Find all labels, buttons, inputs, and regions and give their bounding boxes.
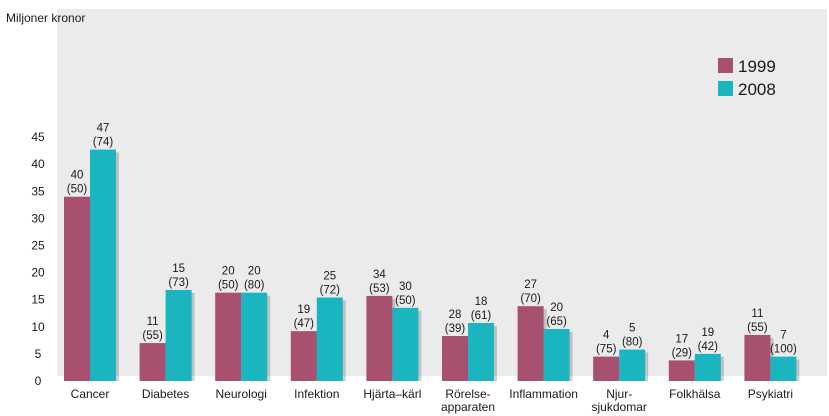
- y-tick-label: 10: [31, 320, 45, 334]
- data-label-value: 11: [751, 308, 763, 320]
- y-axis-label: Miljoner kronor: [6, 11, 85, 25]
- legend-label-1999: 1999: [738, 57, 776, 76]
- y-tick-label: 0: [35, 374, 42, 388]
- data-label-value: 25: [323, 271, 336, 283]
- data-label-paren: (55): [142, 330, 163, 342]
- data-label-paren: (50): [218, 280, 239, 292]
- data-label-value: 4: [603, 330, 610, 342]
- bar-2008: [392, 307, 419, 381]
- bars: [64, 149, 800, 381]
- data-label-paren: (39): [445, 323, 466, 335]
- data-label-paren: (53): [369, 283, 390, 295]
- data-label-value: 27: [524, 279, 537, 291]
- bar-2008: [468, 323, 494, 381]
- category-label: Cancer: [71, 387, 110, 401]
- data-label-paren: (70): [520, 293, 541, 305]
- data-label-paren: (55): [747, 322, 768, 334]
- bar-2008: [619, 349, 646, 381]
- bar-1999: [290, 331, 317, 381]
- data-label-value: 7: [780, 330, 786, 342]
- data-label-paren: (50): [67, 184, 88, 196]
- bar-2008: [770, 356, 797, 381]
- data-label-paren: (47): [294, 318, 315, 330]
- y-tick-label: 25: [31, 239, 45, 253]
- bar-1999: [593, 356, 620, 381]
- y-tick-label: 20: [31, 266, 45, 280]
- category-label: Folkhälsa: [669, 387, 721, 401]
- bar-1999: [139, 343, 166, 381]
- y-tick-label: 35: [31, 184, 45, 198]
- data-label-value: 19: [701, 327, 714, 339]
- bar-1999: [64, 196, 90, 381]
- data-label-value: 28: [449, 309, 462, 321]
- data-label-value: 5: [629, 323, 635, 335]
- category-label: Rörelse-: [445, 387, 490, 401]
- category-label: Hjärta–kärl: [363, 387, 421, 401]
- data-label-paren: (100): [770, 344, 797, 356]
- category-label: Infektion: [294, 387, 339, 401]
- legend-swatch-2008: [718, 81, 733, 96]
- bar-1999: [744, 334, 771, 381]
- data-label-paren: (73): [168, 277, 189, 289]
- bar-2008: [165, 289, 192, 381]
- data-label-value: 20: [550, 302, 563, 314]
- bar-1999: [215, 292, 242, 381]
- y-axis-ticks: 0 5 10 15 20 25 30 35 40 45: [31, 130, 45, 388]
- data-label-value: 17: [675, 333, 688, 345]
- category-label: Diabetes: [142, 387, 189, 401]
- category-label: apparaten: [441, 400, 495, 414]
- data-label-value: 18: [475, 296, 488, 308]
- data-label-paren: (29): [672, 347, 693, 359]
- category-label: Inflammation: [509, 387, 578, 401]
- bar-2008: [543, 328, 570, 381]
- data-label-paren: (61): [471, 310, 492, 322]
- bar-2008: [90, 149, 116, 381]
- bar-2008: [241, 292, 268, 381]
- data-label-value: 40: [71, 170, 84, 182]
- data-label-paren: (42): [698, 341, 719, 353]
- legend-label-2008: 2008: [738, 80, 776, 99]
- x-axis-labels: Cancer Diabetes Neurologi Infektion Hjärta–k…: [71, 387, 793, 414]
- data-label-paren: (72): [320, 285, 341, 297]
- category-label: Neurologi: [216, 387, 267, 401]
- bar-1999: [442, 336, 468, 381]
- data-label-value: 20: [248, 266, 261, 278]
- data-label-paren: (65): [546, 316, 567, 328]
- bar-1999: [668, 360, 695, 381]
- bar-2008: [694, 353, 721, 381]
- y-tick-label: 30: [31, 211, 45, 225]
- data-label-value: 34: [373, 269, 386, 281]
- category-label: sjukdomar: [592, 400, 647, 414]
- bar-1999: [517, 306, 544, 381]
- legend-swatch-1999: [718, 58, 733, 73]
- data-label-paren: (74): [93, 137, 114, 149]
- data-label-value: 11: [147, 316, 159, 328]
- data-label-value: 30: [399, 281, 412, 293]
- bar-1999: [366, 295, 393, 381]
- data-label-paren: (50): [395, 295, 416, 307]
- data-label-paren: (75): [596, 344, 617, 356]
- category-label: Njur-: [606, 387, 632, 401]
- y-tick-label: 5: [35, 347, 42, 361]
- y-tick-label: 40: [31, 157, 45, 171]
- legend: 1999 2008: [718, 57, 776, 99]
- data-label-paren: (80): [244, 280, 265, 292]
- data-label-value: 20: [222, 266, 235, 278]
- data-labels: 40 (50) 11 (55) 20 (50) 19 (47) 34 (53) 28 (39) 27 (7…: [67, 123, 797, 360]
- data-label-value: 19: [297, 304, 310, 316]
- bar-2008: [316, 297, 343, 381]
- category-label: Psykiatri: [748, 387, 793, 401]
- y-tick-label: 45: [31, 130, 45, 144]
- data-label-value: 47: [97, 123, 110, 135]
- data-label-value: 15: [172, 263, 185, 275]
- y-tick-label: 15: [31, 293, 45, 307]
- data-label-paren: (80): [622, 337, 643, 349]
